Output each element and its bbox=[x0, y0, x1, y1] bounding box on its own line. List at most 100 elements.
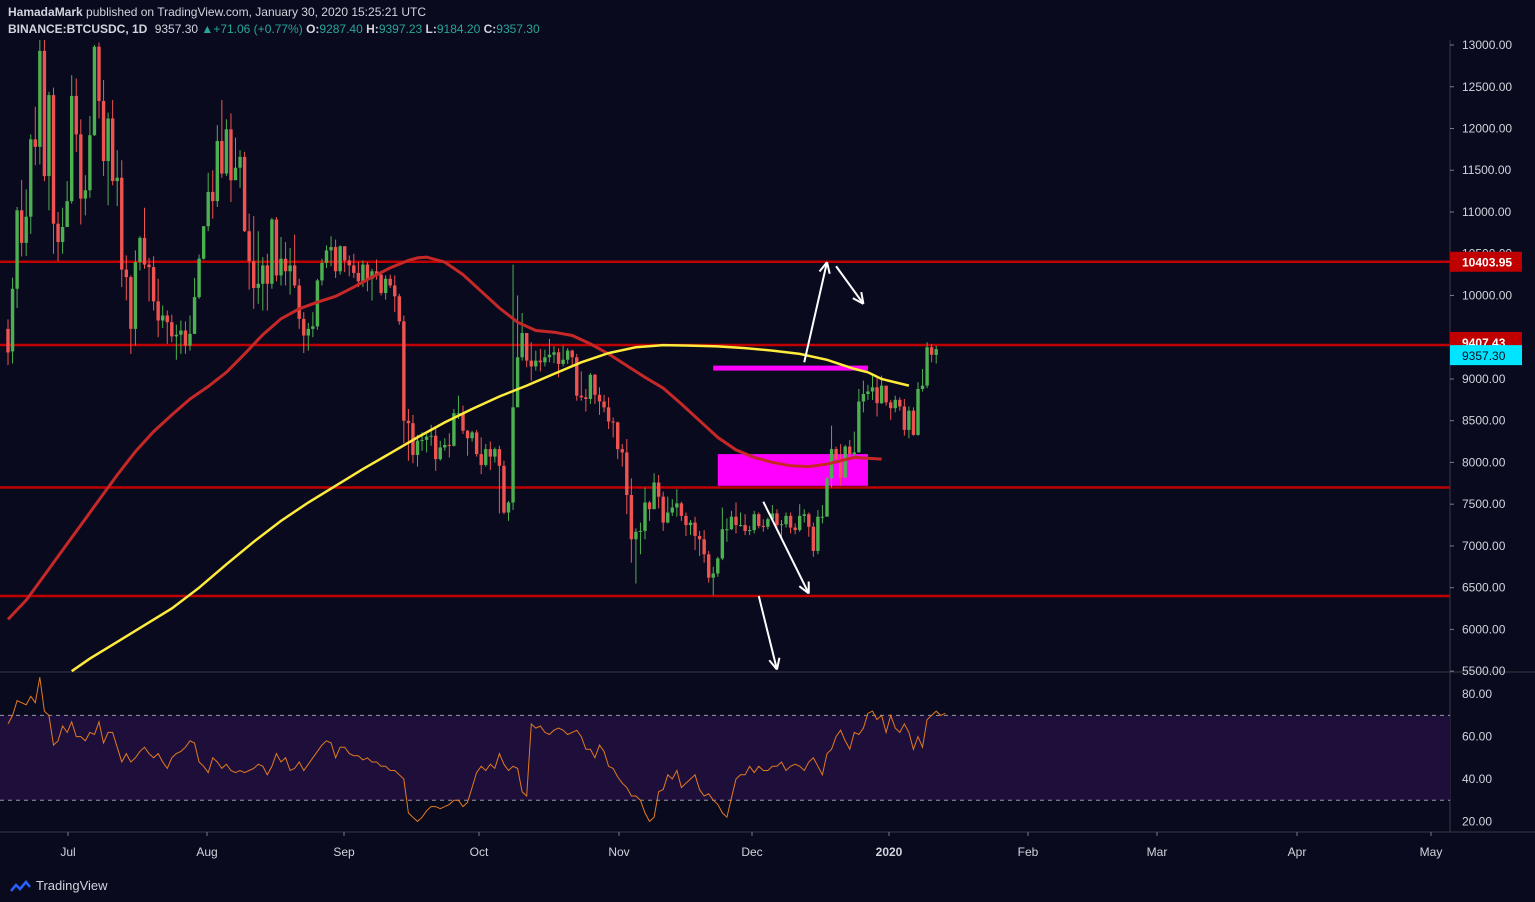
candle-body bbox=[320, 262, 324, 281]
high-label: H: bbox=[366, 22, 379, 36]
candle-body bbox=[374, 271, 379, 275]
candle-body bbox=[297, 285, 301, 319]
candle-body bbox=[493, 449, 497, 457]
candle-body bbox=[474, 432, 479, 455]
candle-body bbox=[816, 516, 820, 551]
candle-body bbox=[565, 350, 570, 360]
candle-body bbox=[515, 357, 520, 408]
candle-body bbox=[388, 278, 392, 286]
candle-body bbox=[561, 359, 565, 364]
symbol-label[interactable]: BINANCE:BTCUSDC, 1D bbox=[8, 22, 148, 36]
high-value: 9397.23 bbox=[378, 22, 423, 36]
candle-body bbox=[857, 401, 861, 453]
candle-body bbox=[907, 410, 911, 430]
candle-body bbox=[570, 350, 574, 358]
candle-body bbox=[543, 357, 547, 363]
candle-body bbox=[242, 156, 247, 232]
rsi-tick-label: 20.00 bbox=[1462, 814, 1492, 828]
open-value: 9287.40 bbox=[319, 22, 363, 36]
candle-body bbox=[88, 135, 92, 191]
candle-body bbox=[333, 247, 338, 272]
candle-body bbox=[870, 387, 875, 392]
candle-body bbox=[361, 264, 365, 282]
time-axis-label: May bbox=[1420, 845, 1443, 859]
candle-body bbox=[661, 496, 665, 523]
candle-body bbox=[6, 328, 10, 353]
price-tick-label: 8000.00 bbox=[1462, 455, 1506, 469]
candle-body bbox=[488, 449, 492, 457]
candle-body bbox=[766, 519, 770, 527]
price-tick-label: 7000.00 bbox=[1462, 539, 1506, 553]
candle-body bbox=[356, 272, 361, 282]
candle-body bbox=[802, 514, 806, 516]
candle-body bbox=[338, 246, 342, 272]
candle-body bbox=[861, 393, 866, 402]
price-tick-label: 11000.00 bbox=[1462, 205, 1511, 219]
time-axis-label: 2020 bbox=[876, 845, 903, 859]
author-name[interactable]: HamadaMark bbox=[8, 5, 83, 19]
candle-body bbox=[465, 430, 470, 439]
candle-body bbox=[383, 278, 388, 293]
candle-body bbox=[898, 399, 902, 407]
candle-body bbox=[711, 573, 715, 578]
candle-body bbox=[174, 334, 179, 337]
candle-body bbox=[452, 413, 456, 446]
candle-body bbox=[97, 46, 101, 101]
candle-body bbox=[875, 387, 879, 404]
candle-body bbox=[238, 156, 242, 168]
price-tick-label: 12500.00 bbox=[1462, 80, 1512, 94]
candle-body bbox=[479, 454, 483, 465]
candle-body bbox=[60, 227, 65, 243]
candle-body bbox=[707, 554, 711, 578]
candle-body bbox=[656, 482, 661, 497]
price-axis-label-box bbox=[1450, 251, 1522, 272]
candle-body bbox=[347, 260, 351, 266]
tradingview-logo[interactable]: TradingView bbox=[8, 878, 108, 893]
time-axis-label: Dec bbox=[741, 845, 762, 859]
rsi-line bbox=[7, 677, 946, 823]
candle-body bbox=[120, 177, 124, 270]
candle-body bbox=[757, 514, 761, 526]
candle-body bbox=[761, 525, 765, 527]
candle-body bbox=[188, 333, 192, 346]
candle-body bbox=[29, 139, 33, 217]
candle-body bbox=[784, 515, 788, 525]
candle-body bbox=[343, 246, 347, 261]
candle-body bbox=[843, 446, 847, 478]
candle-body bbox=[666, 512, 670, 523]
candle-body bbox=[743, 525, 747, 531]
candle-body bbox=[638, 530, 643, 532]
candle-body bbox=[47, 95, 51, 177]
price-tick-label: 13000.00 bbox=[1462, 38, 1512, 52]
candle-body bbox=[124, 269, 128, 278]
candle-body bbox=[438, 447, 442, 460]
candle-body bbox=[247, 231, 251, 262]
candle-body bbox=[288, 265, 292, 272]
candle-body bbox=[634, 531, 638, 540]
candle-body bbox=[33, 139, 37, 147]
candle-body bbox=[675, 503, 679, 508]
price-change: +71.06 (+0.77%) bbox=[213, 22, 303, 36]
candle-body bbox=[65, 201, 69, 228]
candle-body bbox=[151, 267, 156, 302]
candle-body bbox=[224, 129, 229, 174]
price-tick-label: 5500.00 bbox=[1462, 664, 1506, 678]
arrow-head bbox=[818, 261, 828, 273]
candle-body bbox=[215, 141, 219, 202]
candle-body bbox=[393, 285, 397, 297]
chart-header: HamadaMark published on TradingView.com,… bbox=[8, 4, 540, 38]
time-axis-label: Aug bbox=[196, 845, 217, 859]
close-label: C: bbox=[483, 22, 497, 36]
price-tick-label: 6500.00 bbox=[1462, 581, 1506, 595]
candle-body bbox=[616, 422, 620, 450]
candle-body bbox=[406, 420, 411, 424]
candle-body bbox=[192, 297, 197, 334]
candle-body bbox=[729, 516, 734, 530]
candle-body bbox=[593, 374, 597, 395]
time-axis-label: Feb bbox=[1018, 845, 1039, 859]
candle-body bbox=[302, 318, 306, 336]
price-tick-label: 11500.00 bbox=[1462, 163, 1511, 177]
candle-body bbox=[424, 436, 429, 440]
candle-body bbox=[106, 118, 110, 162]
